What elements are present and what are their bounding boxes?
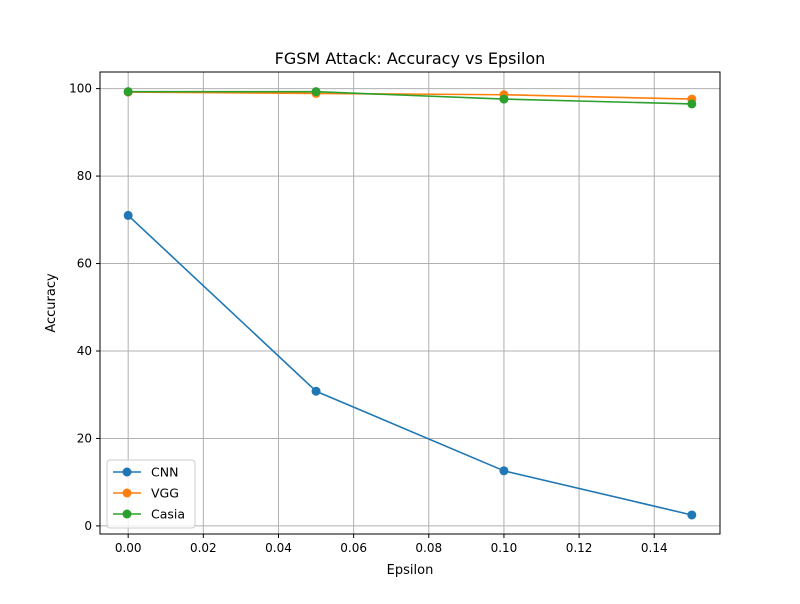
y-tick-label: 80 <box>77 169 92 183</box>
legend-marker-cnn <box>122 467 132 477</box>
legend-label-vgg: VGG <box>151 486 179 501</box>
y-tick-label: 40 <box>77 344 92 358</box>
x-tick-label: 0.10 <box>491 541 518 555</box>
x-tick-label: 0.08 <box>415 541 442 555</box>
data-point-casia <box>123 87 133 97</box>
legend-marker-vgg <box>122 488 132 498</box>
series-line-vgg <box>128 91 692 100</box>
grid-lines <box>100 72 720 534</box>
series-lines <box>123 87 697 520</box>
y-tick-label: 20 <box>77 431 92 445</box>
data-point-casia <box>311 87 321 97</box>
y-axis-label: Accuracy <box>44 273 59 333</box>
plot-area-frame <box>99 71 721 535</box>
x-tick-label: 0.02 <box>190 541 217 555</box>
data-point-cnn <box>687 510 697 520</box>
data-point-cnn <box>499 466 509 476</box>
series-line-casia <box>128 90 692 105</box>
legend-marker-casia <box>122 509 132 519</box>
x-tick-label: 0.04 <box>265 541 292 555</box>
data-point-casia <box>687 99 697 109</box>
x-tick-label: 0.00 <box>115 541 142 555</box>
x-tick-label: 0.14 <box>641 541 668 555</box>
series-line-cnn <box>127 214 693 516</box>
data-point-cnn <box>123 210 133 220</box>
chart-title: FGSM Attack: Accuracy vs Epsilon <box>275 49 546 68</box>
y-tick-label: 100 <box>69 82 92 96</box>
legend: CNN VGG Casia <box>106 459 196 529</box>
y-tick-label: 0 <box>84 519 92 533</box>
legend-items: CNN VGG Casia <box>113 465 185 522</box>
legend-label-cnn: CNN <box>151 465 178 480</box>
legend-label-casia: Casia <box>151 507 185 522</box>
x-axis-label: Epsilon <box>387 563 434 578</box>
data-point-cnn <box>311 386 321 396</box>
x-tick-label: 0.12 <box>566 541 593 555</box>
axes-ticks: 0.00 0.02 0.04 0.06 0.08 0.10 0.12 0.14 0 20 40 60 8… <box>69 82 668 555</box>
data-point-casia <box>499 94 509 104</box>
y-tick-label: 60 <box>77 257 92 271</box>
x-tick-label: 0.06 <box>340 541 367 555</box>
